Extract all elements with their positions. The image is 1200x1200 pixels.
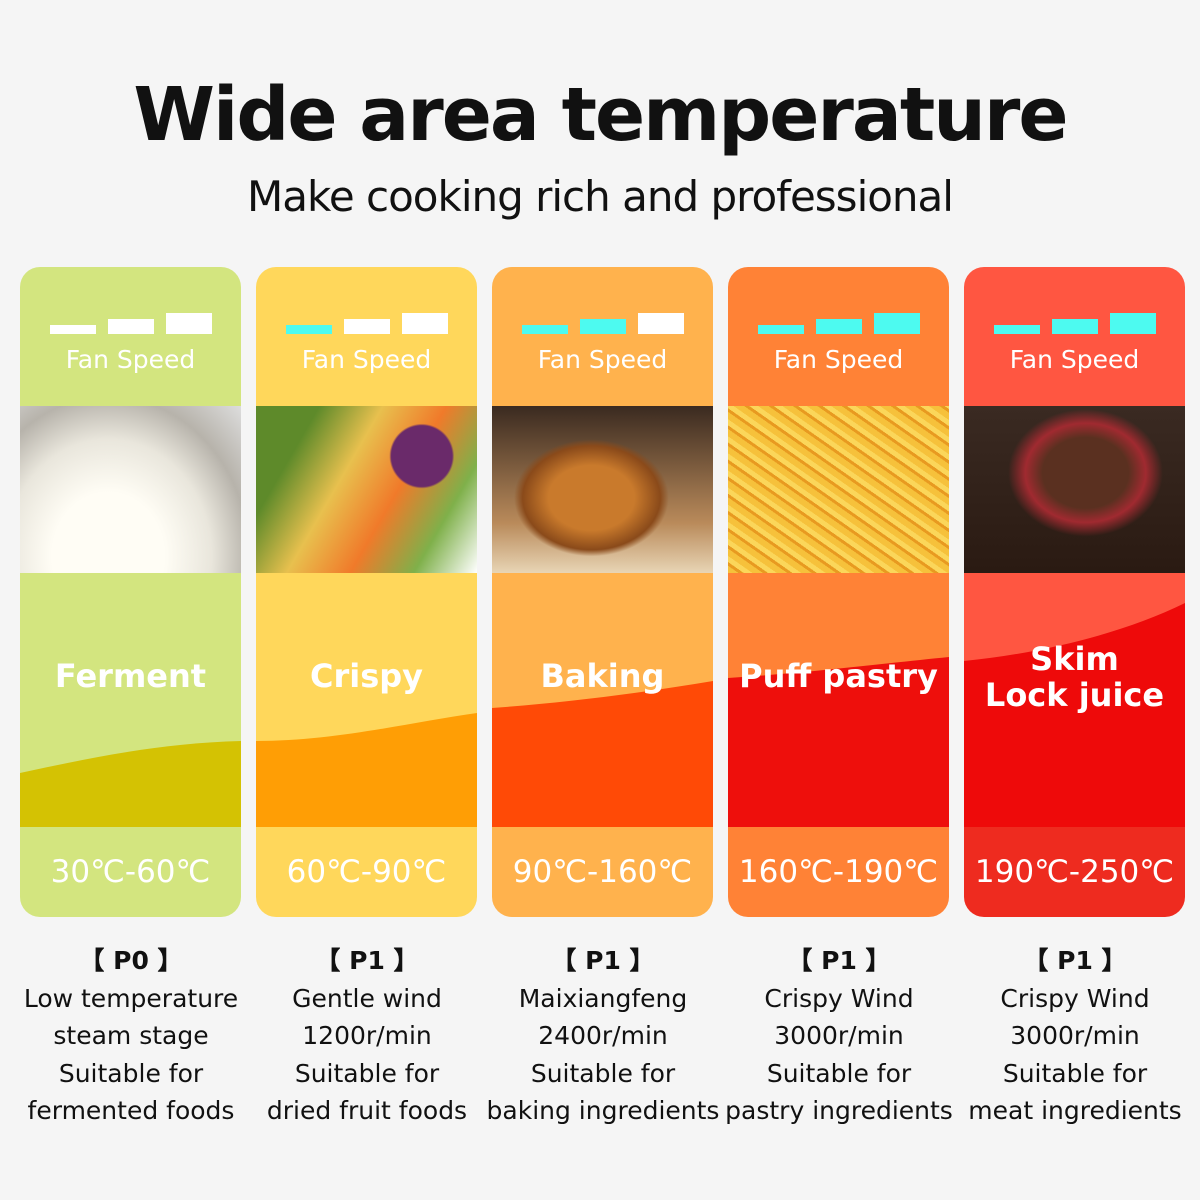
fan-speed-bar xyxy=(343,319,390,334)
fan-speed-label: Fan Speed xyxy=(773,345,904,374)
mode-card: Fan Speed Puff pastry 160℃-190℃ xyxy=(728,267,949,917)
mode-card: Fan Speed Crispy 60℃-90℃ xyxy=(256,267,477,917)
description-line: dried fruit foods xyxy=(266,1096,468,1125)
fan-speed-indicator xyxy=(728,313,949,334)
fan-speed-bar xyxy=(1051,319,1098,334)
mode-description: 【 P1 】 Crispy Wind 3000r/min Suitable for pa… xyxy=(721,942,957,1130)
description-line: Suitable for xyxy=(1002,1058,1148,1088)
description-line: 1200r/min xyxy=(302,1021,432,1050)
description-line: Suitable for xyxy=(530,1058,676,1088)
fan-speed-indicator xyxy=(256,313,477,334)
mode-card: Fan Speed Ferment 30℃-60℃ xyxy=(20,267,241,917)
fan-speed-indicator xyxy=(20,313,241,334)
fan-speed-label: Fan Speed xyxy=(1009,345,1140,374)
mode-description: 【 P1 】 Gentle wind 1200r/min Suitable for dr… xyxy=(249,942,485,1130)
mode-description: 【 P1 】 Maixiangfeng 2400r/min Suitable for b… xyxy=(485,942,721,1130)
fan-speed-bar xyxy=(815,319,862,334)
card-header: Fan Speed xyxy=(492,267,713,406)
fan-speed-bar xyxy=(49,325,96,334)
mode-description: 【 P1 】 Crispy Wind 3000r/min Suitable for me… xyxy=(957,942,1193,1130)
dried-fruit-vegetable-chips-photo xyxy=(256,406,477,573)
description-line: Crispy Wind xyxy=(1000,983,1150,1013)
mode-card: Fan Speed Baking 90℃-160℃ xyxy=(492,267,713,917)
fan-speed-bar xyxy=(285,325,332,334)
program-code: 【 P1 】 xyxy=(315,946,419,975)
description-line: Suitable for xyxy=(766,1058,912,1088)
card-header: Fan Speed xyxy=(256,267,477,406)
temperature-range: 190℃-250℃ xyxy=(964,827,1185,917)
temperature-range: 90℃-160℃ xyxy=(492,827,713,917)
wave-decoration xyxy=(492,681,713,827)
description-line: 3000r/min xyxy=(1010,1021,1140,1050)
description-line: meat ingredients xyxy=(968,1096,1182,1125)
fan-speed-label: Fan Speed xyxy=(301,345,432,374)
card-header: Fan Speed xyxy=(728,267,949,406)
mode-panel: Baking xyxy=(492,573,713,827)
fan-speed-bar xyxy=(401,313,448,334)
mode-description: 【 P0 】 Low temperature steam stage Suitable… xyxy=(13,942,249,1130)
wave-decoration xyxy=(20,741,241,827)
mode-panel: Puff pastry xyxy=(728,573,949,827)
description-line: pastry ingredients xyxy=(725,1096,953,1125)
wave-decoration xyxy=(964,603,1185,827)
fan-speed-indicator xyxy=(492,313,713,334)
description-line: fermented foods xyxy=(27,1096,235,1125)
description-line: steam stage xyxy=(53,1021,209,1050)
temperature-range: 60℃-90℃ xyxy=(256,827,477,917)
description-line: Gentle wind xyxy=(292,983,442,1013)
mode-name: Baking xyxy=(540,657,665,695)
croissant-photo xyxy=(492,406,713,573)
fan-speed-bar xyxy=(579,319,626,334)
program-code: 【 P1 】 xyxy=(551,946,655,975)
mode-panel: Skim Lock juice xyxy=(964,573,1185,827)
steak-photo xyxy=(964,406,1185,573)
fan-speed-bar xyxy=(993,325,1040,334)
mode-name: Crispy xyxy=(309,657,424,695)
fan-speed-bar xyxy=(1109,313,1156,334)
wave-decoration xyxy=(256,713,477,827)
description-line: Maixiangfeng xyxy=(518,983,688,1013)
card-header: Fan Speed xyxy=(964,267,1185,406)
program-code: 【 P0 】 xyxy=(79,946,183,975)
fan-speed-label: Fan Speed xyxy=(65,345,196,374)
description-line: baking ingredients xyxy=(486,1096,720,1125)
fan-speed-bar xyxy=(107,319,154,334)
mode-panel: Crispy xyxy=(256,573,477,827)
temperature-range: 160℃-190℃ xyxy=(728,827,949,917)
mode-name: Ferment xyxy=(54,657,207,695)
program-code: 【 P1 】 xyxy=(787,946,891,975)
mode-card: Fan Speed Skim Lock juice 190℃-250℃ xyxy=(964,267,1185,917)
fan-speed-bar xyxy=(757,325,804,334)
card-header: Fan Speed xyxy=(20,267,241,406)
description-line: 2400r/min xyxy=(538,1021,668,1050)
page-subtitle: Make cooking rich and professional xyxy=(247,172,954,221)
fan-speed-indicator xyxy=(964,313,1185,334)
french-fries-photo xyxy=(728,406,949,573)
description-line: Low temperature xyxy=(23,983,239,1013)
program-code: 【 P1 】 xyxy=(1023,946,1127,975)
fan-speed-label: Fan Speed xyxy=(537,345,668,374)
page-title: Wide area temperature xyxy=(133,72,1068,158)
description-line: Crispy Wind xyxy=(764,983,914,1013)
temperature-range: 30℃-60℃ xyxy=(20,827,241,917)
fan-speed-bar xyxy=(521,325,568,334)
mode-name: Skim Lock juice xyxy=(984,640,1165,714)
fan-speed-bar xyxy=(873,313,920,334)
fan-speed-bar xyxy=(165,313,212,334)
description-line: Suitable for xyxy=(58,1058,204,1088)
description-line: 3000r/min xyxy=(774,1021,904,1050)
milk-yogurt-photo xyxy=(20,406,241,573)
mode-panel: Ferment xyxy=(20,573,241,827)
description-line: Suitable for xyxy=(294,1058,440,1088)
fan-speed-bar xyxy=(637,313,684,334)
mode-name: Puff pastry xyxy=(739,657,938,695)
wave-decoration xyxy=(728,657,949,827)
